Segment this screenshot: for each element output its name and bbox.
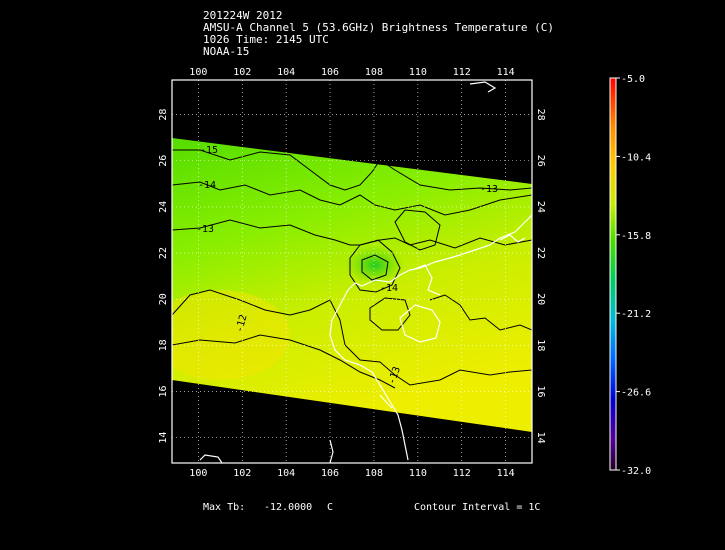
map-header: 201224W 2012 AMSU-A Channel 5 (53.6GHz) B… [203,10,554,58]
lon-tick-label-top: 110 [409,67,427,78]
lon-tick-label-bottom: 114 [497,468,515,479]
lon-tick-label-top: 112 [453,67,471,78]
lon-tick-label-bottom: 104 [277,468,295,479]
lat-tick-label-left: 28 [158,109,169,121]
lon-tick-label-bottom: 108 [365,468,383,479]
lon-tick-label-top: 100 [189,67,207,78]
colorbar-label: -26.6 [621,388,651,399]
max-tb-value: -12.0000 [264,502,313,513]
header-satellite: NOAA-15 [203,45,250,58]
contour-label: -12 [234,313,249,333]
header-channel: AMSU-A Channel 5 (53.6GHz) Brightness Te… [203,21,554,34]
lat-tick-label-left: 20 [158,293,169,305]
warm-region [172,290,290,380]
lat-tick-label-left: 22 [158,247,169,259]
lat-tick-label-left: 16 [158,385,169,397]
colorbar-labels: -5.0 -10.4 -15.8 -21.2 -26.6 -32.0 [616,74,651,477]
cold-anomaly [345,245,405,285]
satellite-swath [172,138,532,432]
lat-tick-label-right: 20 [535,293,546,305]
lon-tick-label-bottom: 100 [189,468,207,479]
lat-tick-label-left: 14 [158,432,169,444]
colorbar-label: -5.0 [621,74,645,85]
map-frame [171,79,533,464]
lat-tick-label-right: 28 [535,109,546,121]
axis-ticks: 100 100 102 102 104 104 106 106 108 108 110 110 112 1… [158,67,546,479]
lat-tick-label-right: 26 [535,155,546,167]
lon-tick-label-top: 104 [277,67,295,78]
lon-tick-label-top: 108 [365,67,383,78]
contour-label: -13 [480,184,498,195]
coastlines [199,81,532,463]
lat-tick-label-right: 22 [535,247,546,259]
lon-tick-label-bottom: 110 [409,468,427,479]
graticule [172,80,532,463]
lon-tick-label-bottom: 112 [453,468,471,479]
lat-tick-label-right: 16 [535,385,546,397]
lat-tick-label-left: 24 [158,201,169,213]
colorbar-label: -32.0 [621,466,651,477]
colorbar-label: -15.8 [621,231,651,242]
lat-tick-label-right: 14 [535,432,546,444]
max-tb-unit: C [327,502,334,513]
lat-tick-label-left: 26 [158,155,169,167]
max-tb-row: Max Tb: -12.0000 C [203,502,333,513]
lon-tick-label-top: 102 [233,67,251,78]
contour-label: -14 [380,283,398,294]
max-tb-label: Max Tb: [203,502,246,513]
contour-label: -13 [196,224,214,235]
lat-tick-label-right: 24 [535,201,546,213]
lon-tick-label-top: 106 [321,67,339,78]
colorbar-label: -21.2 [621,309,651,320]
colorbar-label: -10.4 [621,152,651,163]
contour-lines [172,149,532,389]
lon-tick-label-bottom: 102 [233,468,251,479]
contour-label: -14 [198,180,216,191]
lon-tick-label-bottom: 106 [321,468,339,479]
contour-label: -15 [200,145,218,156]
contour-interval: Contour Interval = 1C [414,502,541,513]
header-time: 1026 Time: 2145 UTC [203,33,329,46]
contour-labels: -15 -14 -13 -13 -12 -13 -14 [196,145,498,386]
lon-tick-label-top: 114 [497,67,515,78]
lat-tick-label-left: 18 [158,339,169,351]
colorbar [609,77,617,471]
lat-tick-label-right: 18 [535,339,546,351]
header-date: 201224W 2012 [203,9,283,22]
